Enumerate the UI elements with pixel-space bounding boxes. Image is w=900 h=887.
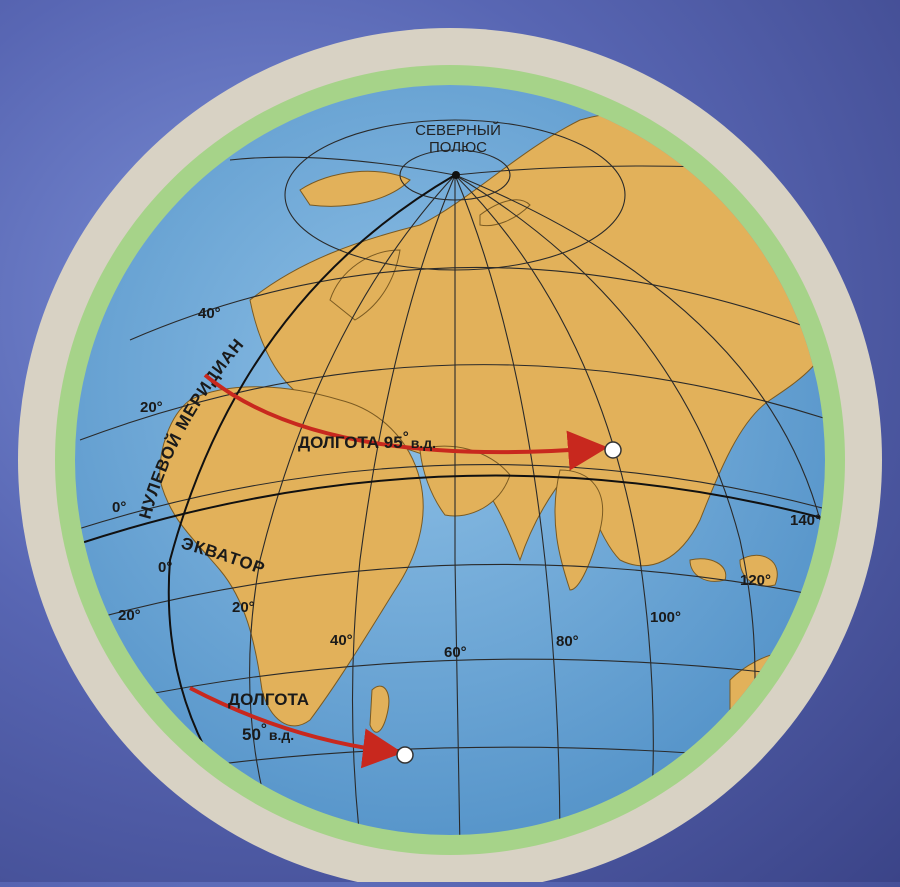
longitude-label-100: 100° (650, 609, 681, 626)
longitude-label-60: 60° (444, 644, 467, 661)
longitude-label-0: 0° (158, 559, 172, 576)
land-islands-2 (739, 554, 778, 587)
longitude-label-120: 120° (740, 572, 771, 589)
arrow-longitude-50 (189, 686, 403, 769)
north-pole-label-1: СЕВЕРНЫЙ (415, 121, 501, 139)
point-longitude-95 (604, 441, 622, 459)
latitude-label-40: 40° (198, 305, 221, 322)
point-longitude-50 (396, 746, 414, 764)
land-arabia (419, 445, 511, 517)
longitude-50-label-1: ДОЛГОТА (228, 690, 309, 709)
longitude-95-label: ДОЛГОТА 95° в.д. (298, 429, 436, 452)
longitude-label-40: 40° (330, 632, 353, 649)
longitude-label-140: 140° (790, 512, 821, 529)
latitude-label-20n: 20° (140, 399, 163, 416)
land-eurasia (249, 111, 825, 567)
latitude-label-20s: 20° (118, 607, 141, 624)
longitude-50-label-2: 50° в.д. (242, 721, 294, 744)
latitude-label-0: 0° (112, 499, 126, 516)
north-pole-dot (452, 171, 460, 179)
arrow-longitude-95 (203, 373, 608, 471)
land-india (554, 469, 604, 591)
land-arctic-islands (299, 170, 411, 207)
land-novaya-zemlya (479, 199, 531, 227)
north-pole-label-2: ПОЛЮС (429, 139, 487, 156)
prime-meridian-line (167, 174, 456, 791)
longitude-label-20: 20° (232, 599, 255, 616)
longitude-label-80: 80° (556, 633, 579, 650)
